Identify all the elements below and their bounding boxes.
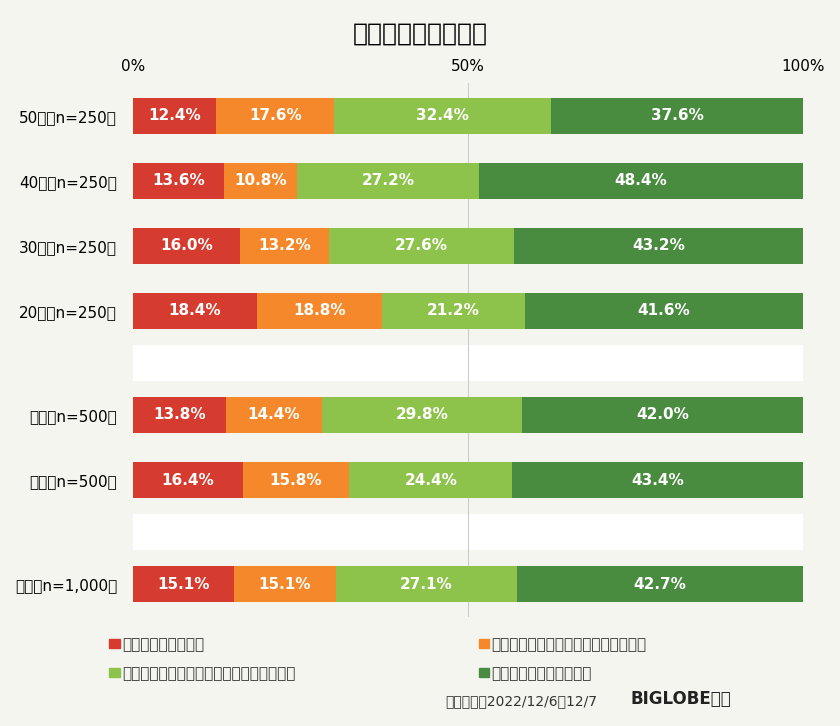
Bar	[323, 397, 522, 433]
Text: 41.6%: 41.6%	[638, 303, 690, 319]
Text: 14.4%: 14.4%	[248, 407, 300, 423]
Text: 15.8%: 15.8%	[270, 473, 323, 488]
Text: 29.8%: 29.8%	[396, 407, 449, 423]
Text: 18.4%: 18.4%	[169, 303, 221, 319]
Text: 18.8%: 18.8%	[293, 303, 346, 319]
Bar	[134, 228, 803, 264]
Bar	[243, 462, 349, 498]
Text: どこかに出かけたい: どこかに出かけたい	[122, 637, 204, 652]
Bar	[134, 345, 803, 381]
Text: 27.6%: 27.6%	[395, 238, 448, 253]
Text: 年末年始の過ごし方: 年末年始の過ごし方	[353, 22, 487, 46]
Text: 21.2%: 21.2%	[427, 303, 480, 319]
Bar	[134, 228, 240, 264]
Text: 13.8%: 13.8%	[153, 407, 206, 423]
Bar	[514, 228, 803, 264]
Bar	[134, 98, 217, 134]
Text: 24.4%: 24.4%	[404, 473, 457, 488]
Text: 32.4%: 32.4%	[417, 108, 470, 123]
Bar	[134, 462, 803, 498]
Bar	[297, 163, 479, 199]
Bar	[234, 566, 335, 602]
Bar	[217, 98, 334, 134]
Bar	[551, 98, 803, 134]
Text: 13.6%: 13.6%	[152, 174, 205, 188]
Bar	[335, 566, 517, 602]
Text: どちらかと言えばどこかに出かけたい: どちらかと言えばどこかに出かけたい	[491, 637, 647, 652]
Text: 43.4%: 43.4%	[632, 473, 685, 488]
Bar	[349, 462, 512, 498]
Bar	[134, 566, 803, 602]
Text: 48.4%: 48.4%	[615, 174, 668, 188]
Bar	[134, 462, 243, 498]
Bar	[479, 163, 803, 199]
Text: 15.1%: 15.1%	[259, 576, 312, 592]
Bar	[134, 293, 803, 329]
Text: 42.0%: 42.0%	[636, 407, 689, 423]
Bar	[134, 397, 803, 433]
Bar	[329, 228, 514, 264]
Text: 16.4%: 16.4%	[162, 473, 214, 488]
Bar	[524, 293, 803, 329]
Text: 10.8%: 10.8%	[234, 174, 286, 188]
Bar	[256, 293, 382, 329]
Bar	[224, 163, 297, 199]
Bar	[334, 98, 551, 134]
Text: 37.6%: 37.6%	[651, 108, 704, 123]
Text: どちらかと言えば家でゆっくり過ごしたい: どちらかと言えば家でゆっくり過ごしたい	[122, 666, 296, 681]
Bar	[134, 293, 256, 329]
Text: BIGLOBE調べ: BIGLOBE調べ	[630, 690, 731, 708]
Bar	[517, 566, 803, 602]
Text: 12.4%: 12.4%	[149, 108, 201, 123]
Text: 42.7%: 42.7%	[633, 576, 686, 592]
Bar	[226, 397, 323, 433]
Bar	[134, 163, 224, 199]
Text: 家でゆっくり過ごしたい: 家でゆっくり過ごしたい	[491, 666, 592, 681]
Text: 17.6%: 17.6%	[249, 108, 302, 123]
Text: 調査期間：2022/12/6～12/7: 調査期間：2022/12/6～12/7	[445, 694, 597, 708]
Bar	[134, 98, 803, 134]
Text: 27.1%: 27.1%	[400, 576, 453, 592]
Text: 16.0%: 16.0%	[160, 238, 213, 253]
Bar	[134, 397, 226, 433]
Bar	[134, 163, 803, 199]
Bar	[134, 514, 803, 550]
Text: 43.2%: 43.2%	[632, 238, 685, 253]
Text: 27.2%: 27.2%	[361, 174, 414, 188]
Text: 13.2%: 13.2%	[258, 238, 311, 253]
Bar	[512, 462, 803, 498]
Text: 15.1%: 15.1%	[158, 576, 210, 592]
Bar	[382, 293, 524, 329]
Bar	[240, 228, 329, 264]
Bar	[522, 397, 803, 433]
Bar	[134, 566, 234, 602]
